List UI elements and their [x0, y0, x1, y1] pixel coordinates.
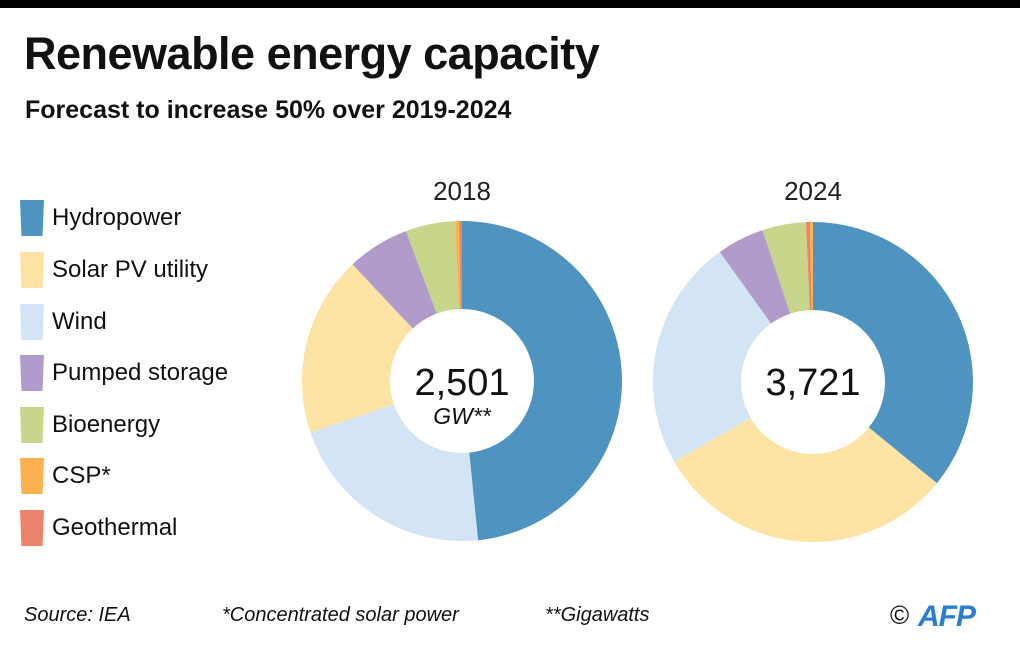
legend-item-csp: CSP* — [20, 456, 111, 496]
legend-label: Geothermal — [52, 514, 178, 541]
legend-swatch — [20, 407, 44, 443]
chart-title: Renewable energy capacity — [24, 28, 600, 79]
center-total-2024: 3,721 — [765, 362, 860, 404]
legend-item-solar-pv: Solar PV utility — [20, 250, 208, 290]
slice-wind — [653, 251, 813, 462]
donut-hole — [741, 310, 885, 454]
copyright-icon: © — [890, 600, 910, 630]
legend-label: Wind — [52, 308, 107, 335]
legend-label: Pumped storage — [52, 359, 229, 386]
legend-swatch — [20, 458, 44, 494]
legend-swatch — [20, 252, 44, 288]
source-note: Source: IEA — [24, 604, 131, 626]
legend-swatch — [20, 200, 44, 236]
legend-swatch — [20, 304, 44, 340]
slice-hydropower — [813, 222, 973, 484]
afp-logo: AFP — [918, 600, 976, 633]
legend-item-wind: Wind — [20, 302, 107, 342]
legend-item-geothermal: Geothermal — [20, 508, 177, 548]
donut-title-2024: 2024 — [784, 176, 842, 206]
csp-footnote: *Concentrated solar power — [222, 604, 459, 626]
legend-label: Bioenergy — [52, 411, 161, 438]
donut-title-2018: 2018 — [433, 176, 491, 206]
legend-label: Solar PV utility — [52, 256, 209, 283]
legend-swatch — [20, 510, 44, 546]
top-bar — [0, 0, 1020, 8]
gigawatts-footnote: **Gigawatts — [545, 604, 650, 626]
slice-hydropower — [462, 221, 622, 541]
legend-label: Hydropower — [52, 204, 182, 231]
slice-solar-pv-utility — [674, 382, 937, 542]
legend-item-hydropower: Hydropower — [20, 198, 181, 238]
chart-subtitle: Forecast to increase 50% over 2019-2024 — [25, 96, 512, 124]
donut-2018: 2018 2,501 GW** — [302, 176, 622, 541]
donut-hole — [390, 309, 534, 453]
legend-label: CSP* — [52, 462, 111, 489]
legend-item-bioenergy: Bioenergy — [20, 405, 160, 445]
center-total-2018: 2,501 — [414, 362, 509, 404]
center-unit-2018: GW** — [433, 403, 492, 429]
donut-2024: 2024 3,721 — [653, 176, 973, 542]
legend-item-pumped-storage: Pumped storage — [20, 353, 228, 393]
legend-swatch — [20, 355, 44, 391]
